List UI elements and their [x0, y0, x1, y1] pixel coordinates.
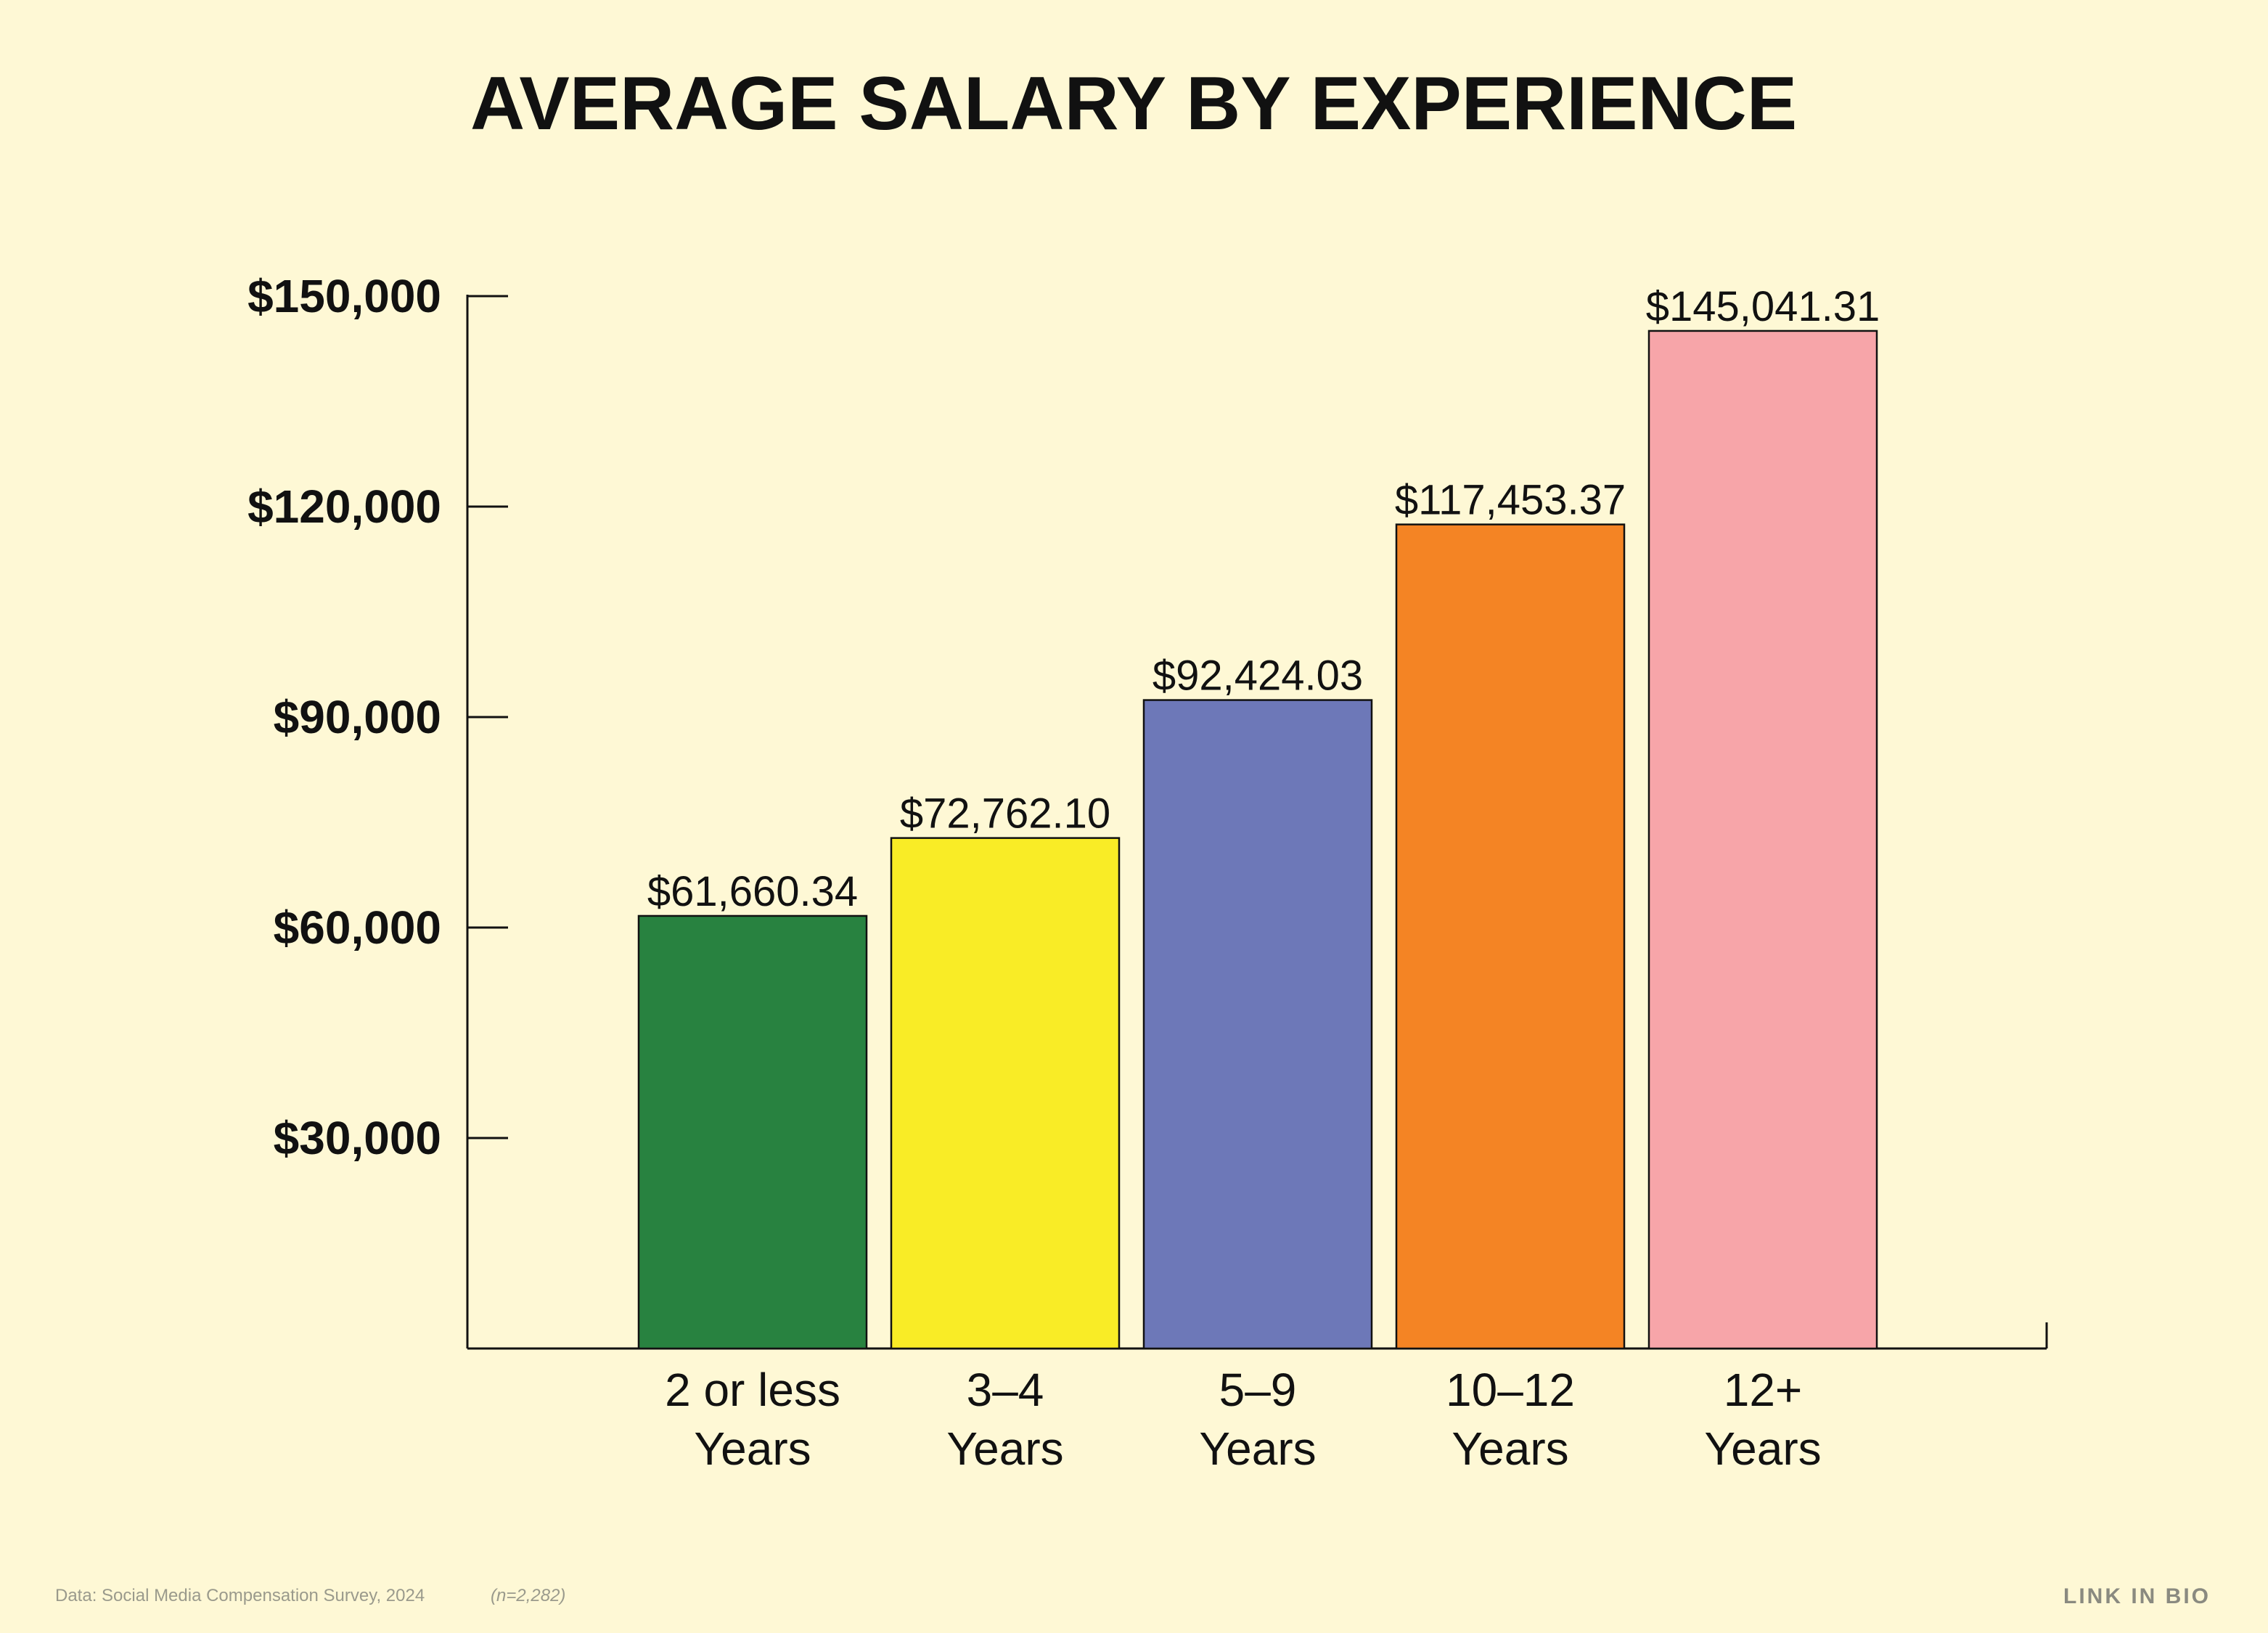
x-tick-label: 3–4 [967, 1364, 1044, 1416]
sample-size-note: (n=2,282) [491, 1586, 565, 1605]
chart-title: AVERAGE SALARY BY EXPERIENCE [470, 62, 1797, 146]
bar [1647, 330, 1878, 1350]
y-tick-label: $120,000 [247, 480, 441, 533]
x-tick-label: Years [1704, 1423, 1821, 1475]
x-tick-label: 2 or less [665, 1364, 840, 1416]
y-tick-label: $150,000 [247, 270, 441, 322]
y-tick-label: $60,000 [274, 901, 441, 954]
source-note: Data: Social Media Compensation Survey, … [55, 1586, 425, 1605]
x-tick-label: Years [694, 1423, 811, 1475]
x-tick-label: 10–12 [1446, 1364, 1575, 1416]
x-tick-label: Years [1199, 1423, 1316, 1475]
bars [637, 330, 1878, 1350]
data-labels: $61,660.34 $72,762.10 $92,424.03 $117,453.3… [647, 283, 1880, 915]
x-tick-label: 12+ [1724, 1364, 1803, 1416]
y-tick-label: $90,000 [274, 691, 441, 743]
bar [1142, 699, 1373, 1350]
brand-logo: LINK IN BIO [2063, 1584, 2211, 1608]
x-tick-labels: 2 or less Years 3–4 Years 5–9 Years 10–12 Years… [665, 1364, 1822, 1475]
y-tick-label: $30,000 [274, 1112, 441, 1164]
bar-value-label: $117,453.37 [1395, 477, 1626, 524]
x-tick-label: Years [1452, 1423, 1568, 1475]
footer: Data: Social Media Compensation Survey, … [55, 1584, 2211, 1608]
bar [1395, 523, 1626, 1350]
bar [890, 837, 1121, 1350]
bar-value-label: $61,660.34 [647, 868, 858, 915]
x-tick-label: Years [946, 1423, 1063, 1475]
y-ticks: $30,000 $60,000 $90,000 $120,000 $150,000 [247, 270, 508, 1164]
bar-value-label: $92,424.03 [1153, 652, 1363, 700]
bar [637, 914, 868, 1350]
x-tick-label: 5–9 [1219, 1364, 1297, 1416]
bar-value-label: $145,041.31 [1646, 283, 1880, 330]
bar-value-label: $72,762.10 [900, 790, 1110, 838]
